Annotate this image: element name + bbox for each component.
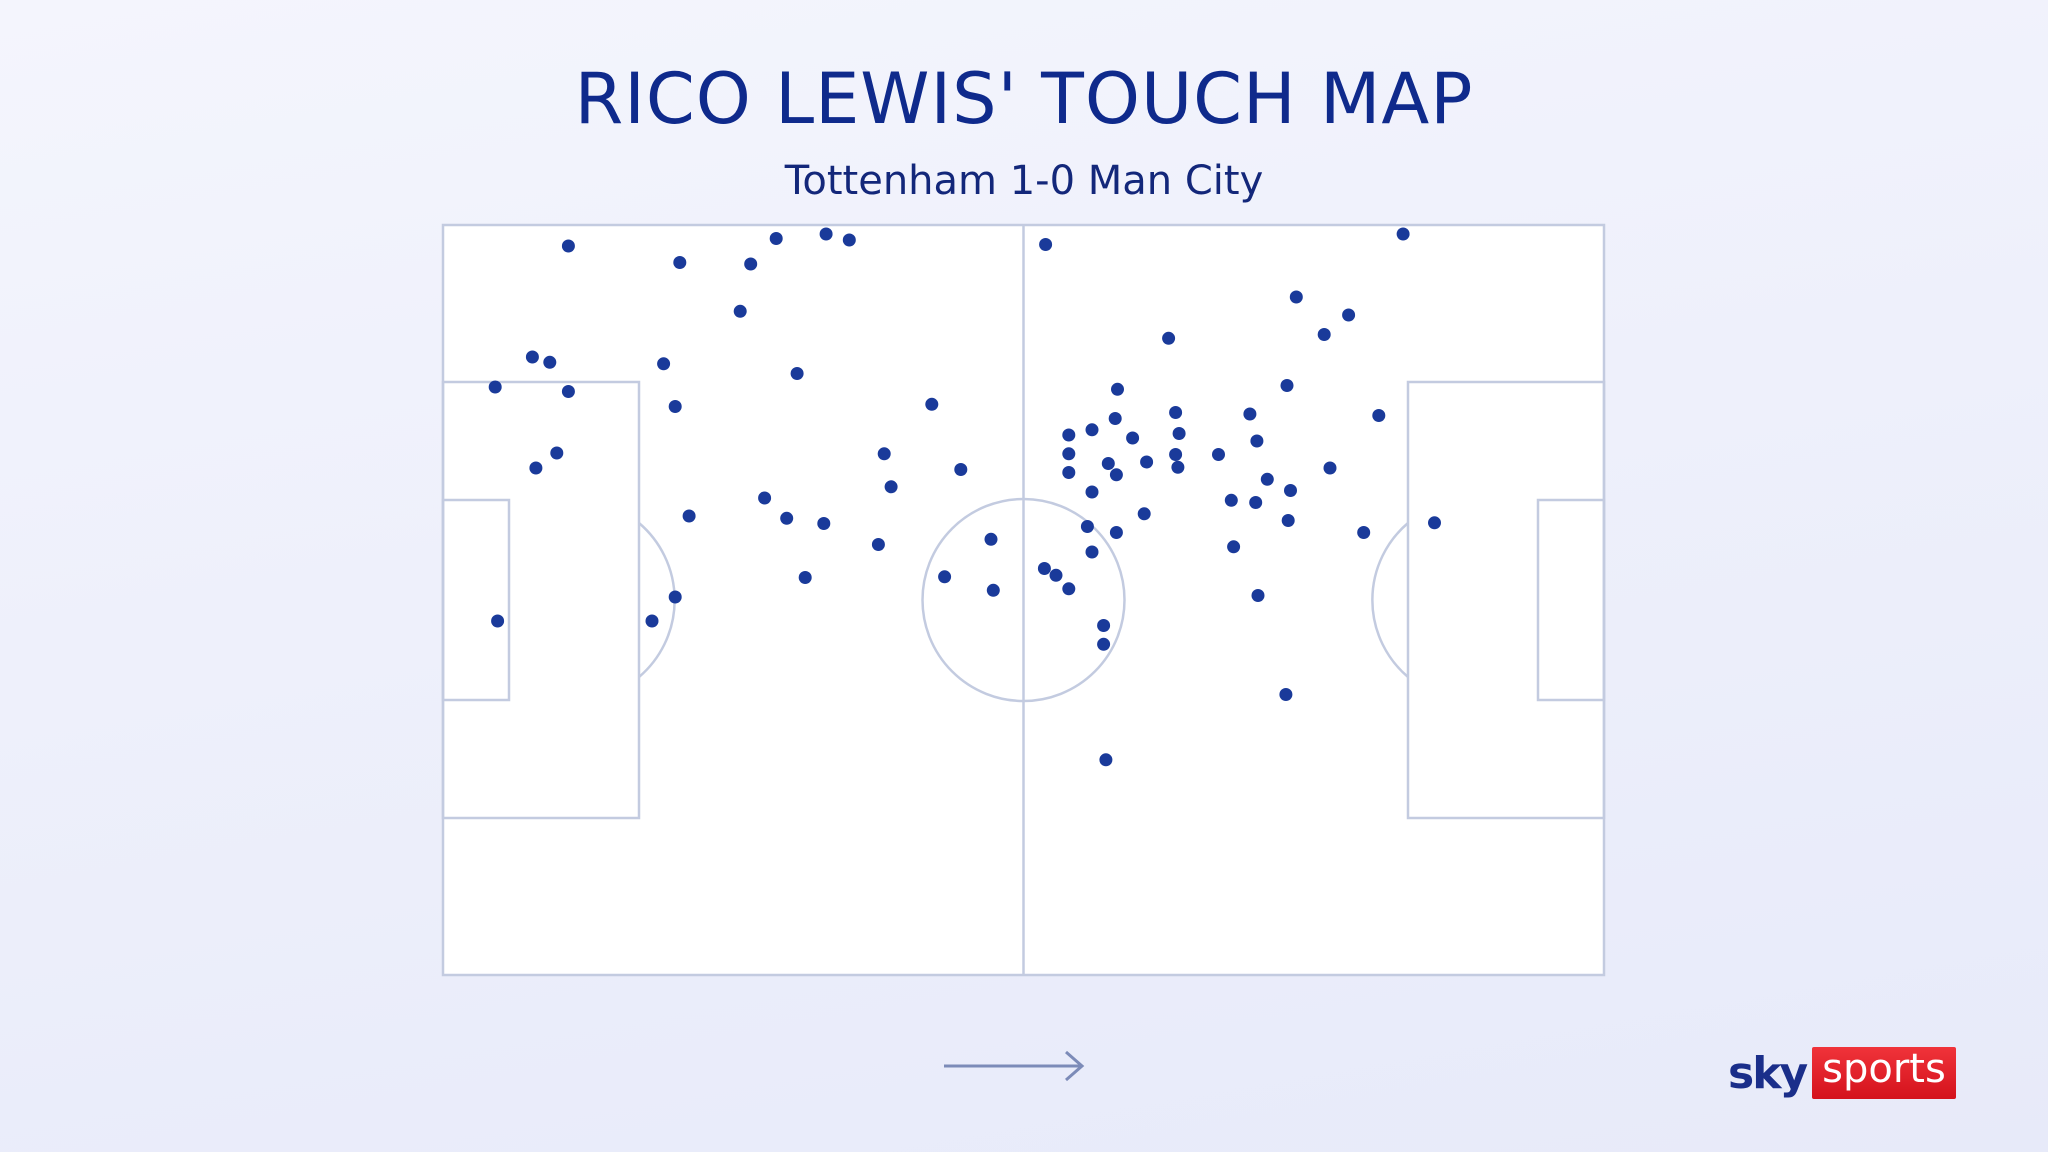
touch-point-53 [682, 509, 696, 523]
touch-point-14 [525, 350, 539, 364]
touch-point-17 [790, 367, 804, 380]
touch-point-59 [1109, 526, 1123, 539]
chart-subtitle: Tottenham 1-0 Man City [784, 158, 1264, 204]
touch-point-75 [645, 614, 659, 628]
touch-point-67 [938, 570, 952, 584]
touch-point-11 [1342, 308, 1356, 322]
left-six-yard-box [441, 498, 511, 702]
touch-point-20 [668, 400, 682, 413]
touch-point-32 [1250, 434, 1264, 448]
touch-point-42 [954, 463, 968, 476]
touch-point-50 [758, 491, 772, 505]
touch-point-58 [1080, 520, 1094, 533]
touch-point-38 [1169, 448, 1183, 461]
touch-point-52 [1249, 496, 1263, 509]
touch-point-4 [769, 232, 783, 245]
touch-point-64 [1227, 540, 1241, 554]
touch-point-44 [1109, 468, 1123, 482]
touch-point-46 [884, 480, 898, 494]
touch-points [488, 227, 1441, 767]
touch-point-57 [1281, 514, 1295, 527]
sky-sports-logo: sky sports [1728, 1047, 1956, 1099]
touch-point-24 [1108, 412, 1122, 425]
touch-point-19 [561, 385, 575, 398]
touch-point-76 [1097, 619, 1111, 632]
touch-point-49 [1284, 484, 1297, 497]
touch-point-41 [529, 461, 543, 475]
touch-point-27 [1372, 409, 1386, 422]
touch-point-6 [842, 233, 856, 247]
touch-point-77 [1097, 637, 1111, 651]
touch-point-36 [1101, 457, 1115, 470]
touch-point-34 [877, 447, 891, 461]
touch-point-12 [1317, 328, 1331, 341]
touch-point-10 [1289, 290, 1303, 304]
centre-circle [921, 497, 1126, 703]
touch-point-48 [1260, 472, 1274, 486]
touch-point-72 [668, 590, 682, 604]
touch-point-13 [1162, 331, 1176, 345]
touch-point-9 [1396, 227, 1410, 241]
touch-point-33 [550, 446, 564, 460]
touch-point-16 [657, 357, 671, 371]
touch-point-60 [1357, 526, 1371, 539]
chart-title: RICO LEWIS' TOUCH MAP [574, 58, 1474, 140]
touch-point-74 [491, 614, 505, 628]
touch-point-55 [817, 517, 831, 530]
touch-point-70 [986, 583, 1000, 597]
touch-point-43 [1062, 466, 1076, 479]
touch-point-26 [1243, 407, 1257, 421]
touch-point-68 [1037, 562, 1051, 575]
touch-point-30 [1126, 431, 1140, 445]
touch-point-56 [1137, 507, 1151, 521]
right-penalty-arc [1371, 522, 1409, 678]
touch-point-39 [1212, 448, 1225, 461]
touch-point-35 [1062, 447, 1076, 461]
touch-point-7 [733, 304, 747, 318]
touch-point-65 [1085, 545, 1099, 559]
touch-point-8 [1039, 238, 1053, 251]
touch-point-61 [1428, 516, 1441, 530]
touch-point-23 [1280, 379, 1294, 392]
touch-point-51 [1224, 493, 1238, 507]
touch-point-45 [1323, 461, 1337, 475]
touch-point-62 [871, 538, 885, 551]
touch-point-54 [780, 511, 794, 525]
touch-point-5 [819, 227, 833, 241]
touch-point-71 [1062, 582, 1076, 596]
touch-point-18 [488, 380, 502, 394]
touch-point-78 [1279, 688, 1293, 701]
touch-point-21 [925, 397, 939, 411]
logo-sky-text: sky [1728, 1047, 1808, 1099]
touch-point-37 [1140, 455, 1154, 469]
touch-point-3 [744, 257, 758, 271]
touch-point-79 [1099, 753, 1113, 767]
touch-point-63 [984, 532, 998, 546]
right-six-yard-box [1536, 498, 1606, 702]
touch-point-66 [798, 571, 812, 584]
touch-point-22 [1111, 382, 1124, 396]
touch-point-73 [1251, 589, 1265, 602]
touch-point-1 [561, 239, 575, 253]
touch-point-2 [673, 256, 687, 269]
touch-point-31 [1172, 427, 1186, 440]
touch-point-40 [1171, 460, 1185, 474]
arrow-right-icon [944, 1050, 1085, 1082]
touch-point-69 [1049, 568, 1063, 582]
logo-sports-text: sports [1812, 1047, 1956, 1099]
touch-point-28 [1062, 428, 1076, 442]
touch-point-29 [1085, 423, 1099, 437]
touch-point-47 [1085, 485, 1099, 499]
touch-point-25 [1169, 406, 1183, 419]
touch-point-15 [543, 355, 557, 369]
